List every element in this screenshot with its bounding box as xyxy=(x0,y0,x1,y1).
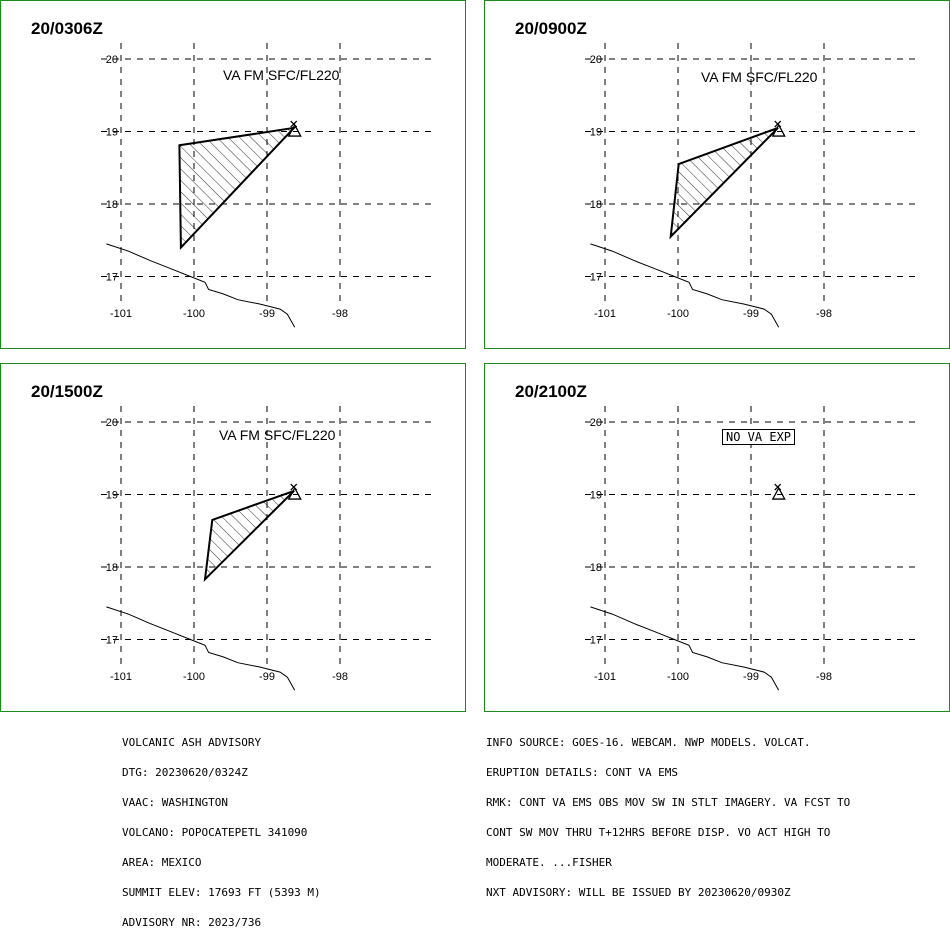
map-panel-2: 20 19 18 17 -101 -100 -99 -98 20/0900Z VA FM SF… xyxy=(484,0,950,349)
lon-tick-label: -98 xyxy=(332,308,348,320)
ash-cloud-polygon xyxy=(203,489,295,583)
lon-tick-label: -100 xyxy=(667,308,689,320)
map-canvas: 20 19 18 17 -101 -100 -99 -98 xyxy=(585,406,920,691)
lat-tick-label: 19 xyxy=(590,490,602,502)
advisory-line: SUMMIT ELEV: 17693 FT (5393 M) xyxy=(122,886,321,899)
lat-tick-label: 18 xyxy=(590,562,602,574)
lat-tick-label: 17 xyxy=(106,272,118,284)
coastline xyxy=(106,243,296,328)
lat-tick-label: 20 xyxy=(590,54,602,66)
advisory-line: INFO SOURCE: GOES-16. WEBCAM. NWP MODELS… xyxy=(486,736,811,749)
volcano-cross-icon xyxy=(774,120,782,128)
lat-tick-label: 19 xyxy=(106,127,118,139)
va-level-label: VA FM SFC/FL220 xyxy=(223,67,340,83)
lon-tick-label: -100 xyxy=(667,671,689,683)
advisory-line: VAAC: WASHINGTON xyxy=(122,796,228,809)
map-panel-1: 20 19 18 17 -101 -100 -99 -98 20/0306Z VA FM SF… xyxy=(0,0,466,349)
lat-tick-label: 20 xyxy=(106,54,118,66)
no-va-expected-box: NO VA EXP xyxy=(722,429,796,445)
advisory-line: VOLCANIC ASH ADVISORY xyxy=(122,736,262,749)
advisory-right-text: INFO SOURCE: GOES-16. WEBCAM. NWP MODELS… xyxy=(486,718,850,908)
lon-tick-label: -100 xyxy=(183,308,205,320)
lon-tick-label: -101 xyxy=(594,671,616,683)
lat-tick-label: 19 xyxy=(106,490,118,502)
advisory-left-text: VOLCANIC ASH ADVISORY DTG: 20230620/0324… xyxy=(122,718,321,938)
map-canvas: 20 19 18 17 -101 -100 -99 -98 xyxy=(101,43,436,328)
ash-cloud-polygon xyxy=(669,126,779,240)
lat-tick-label: 18 xyxy=(106,562,118,574)
lat-tick-label: 20 xyxy=(106,417,118,429)
lon-tick-label: -101 xyxy=(110,671,132,683)
advisory-line: RMK: CONT VA EMS OBS MOV SW IN STLT IMAG… xyxy=(486,796,851,809)
va-level-label: VA FM SFC/FL220 xyxy=(219,427,336,443)
advisory-line: NXT ADVISORY: WILL BE ISSUED BY 20230620… xyxy=(486,886,791,899)
lon-tick-label: -99 xyxy=(743,308,759,320)
panel-time-label: 20/0306Z xyxy=(31,19,103,38)
advisory-line: AREA: MEXICO xyxy=(122,856,202,869)
lon-tick-label: -101 xyxy=(594,308,616,320)
lat-tick-label: 17 xyxy=(106,635,118,647)
advisory-line: ADVISORY NR: 2023/736 xyxy=(122,916,262,929)
lat-tick-label: 17 xyxy=(590,635,602,647)
lat-tick-label: 20 xyxy=(590,417,602,429)
lat-tick-label: 19 xyxy=(590,127,602,139)
lon-tick-label: -100 xyxy=(183,671,205,683)
lon-tick-label: -99 xyxy=(259,308,275,320)
panel-time-label: 20/2100Z xyxy=(515,382,587,401)
map-canvas: 20 19 18 17 -101 -100 -99 -98 xyxy=(585,43,920,328)
volcano-cross-icon xyxy=(774,483,782,491)
volcano-triangle-icon xyxy=(287,486,302,500)
volcano-triangle-icon xyxy=(287,123,302,137)
volcano-cross-icon xyxy=(290,120,298,128)
va-level-label: VA FM SFC/FL220 xyxy=(701,69,818,85)
advisory-line: DTG: 20230620/0324Z xyxy=(122,766,248,779)
coastline xyxy=(590,243,780,328)
map-canvas: 20 19 18 17 -101 -100 -99 -98 xyxy=(101,406,436,691)
map-panel-4: 20 19 18 17 -101 -100 -99 -98 20/2100Z NO VA EX… xyxy=(484,363,950,712)
lon-tick-label: -98 xyxy=(332,671,348,683)
advisory-line: MODERATE. ...FISHER xyxy=(486,856,612,869)
advisory-line: ERUPTION DETAILS: CONT VA EMS xyxy=(486,766,679,779)
advisory-line: VOLCANO: POPOCATEPETL 341090 xyxy=(122,826,308,839)
volcano-cross-icon xyxy=(290,483,298,491)
coastline xyxy=(106,606,296,691)
panel-time-label: 20/1500Z xyxy=(31,382,103,401)
panel-time-label: 20/0900Z xyxy=(515,19,587,38)
lon-tick-label: -101 xyxy=(110,308,132,320)
lat-tick-label: 18 xyxy=(590,199,602,211)
lon-tick-label: -99 xyxy=(743,671,759,683)
lat-tick-label: 17 xyxy=(590,272,602,284)
volcano-triangle-icon xyxy=(771,123,786,137)
advisory-line: CONT SW MOV THRU T+12HRS BEFORE DISP. VO… xyxy=(486,826,831,839)
coastline xyxy=(590,606,780,691)
map-panel-3: 20 19 18 17 -101 -100 -99 -98 20/1500Z VA FM SF… xyxy=(0,363,466,712)
lat-tick-label: 18 xyxy=(106,199,118,211)
lon-tick-label: -99 xyxy=(259,671,275,683)
lon-tick-label: -98 xyxy=(816,671,832,683)
lon-tick-label: -98 xyxy=(816,308,832,320)
volcano-triangle-icon xyxy=(771,486,786,500)
ash-cloud-polygon xyxy=(178,126,297,250)
